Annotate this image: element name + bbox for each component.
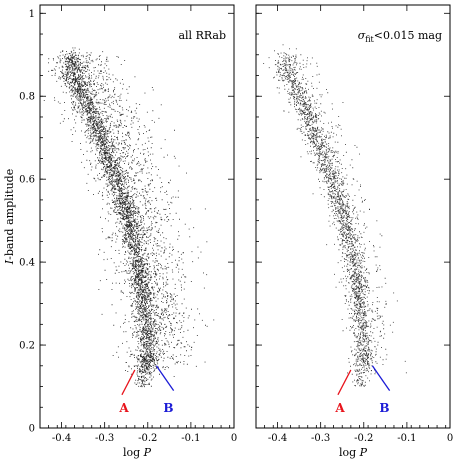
annotation-line-a: [337, 369, 352, 396]
panel-title-sigma-fit: σfit<0.015 mag: [358, 29, 442, 44]
x-tick-label: 0: [231, 433, 237, 444]
x-tick-label: 0: [447, 433, 453, 444]
x-tick-label: -0.4: [52, 433, 71, 444]
x-ticks-left: -0.4 -0.3 -0.2 -0.1 0: [39, 5, 237, 444]
y-tick-label: 0.4: [19, 258, 35, 269]
y-title-rest: -band amplitude: [3, 169, 16, 260]
annotation-line-a: [121, 369, 136, 396]
plot-frame-right: [255, 4, 451, 429]
x-axis-title-left: log P: [123, 446, 152, 459]
scatter-points-sigma-fit: [263, 44, 407, 387]
y-tick-label: 0.8: [19, 92, 35, 103]
scatter-points-all-rrab: [43, 47, 215, 388]
annotation-line-b: [155, 365, 175, 392]
x-ticks-right: -0.4 -0.3 -0.2 -0.1 0: [255, 5, 453, 444]
scatter-point-cloud: [263, 44, 407, 387]
y-tick-label: 0.6: [19, 175, 35, 186]
plot-frame-left: [39, 4, 235, 429]
x-tick-label: -0.1: [397, 433, 416, 444]
panel-title-all-rrab: all RRab: [178, 29, 226, 42]
y-ticks-left: 0 0.2 0.4 0.6 0.8 1: [19, 9, 234, 435]
x-title-p: P: [359, 446, 368, 459]
x-tick-label: -0.2: [138, 433, 157, 444]
x-title-log: log: [339, 446, 360, 459]
scatter-point-cloud: [43, 47, 215, 388]
x-tick-label: -0.3: [95, 433, 114, 444]
x-title-p: P: [143, 446, 152, 459]
y-tick-label: 0: [29, 424, 35, 435]
annotation-label-b: B: [379, 401, 389, 415]
x-tick-label: -0.2: [354, 433, 373, 444]
y-tick-label: 1: [29, 9, 35, 20]
x-tick-label: -0.3: [311, 433, 330, 444]
x-tick-label: -0.4: [268, 433, 287, 444]
y-ticks-right: [256, 12, 450, 429]
title-subscript: fit: [365, 35, 374, 44]
y-title-band-letter: I: [3, 259, 16, 265]
annotation-line-b: [371, 365, 391, 392]
title-rest: <0.015 mag: [374, 29, 442, 42]
title-sigma: σ: [358, 29, 366, 42]
x-axis-title-right: log P: [339, 446, 368, 459]
y-tick-label: 0.2: [19, 341, 35, 352]
x-title-log: log: [123, 446, 144, 459]
y-axis-title: I-band amplitude: [3, 169, 16, 265]
annotation-label-a: A: [334, 401, 345, 415]
x-tick-label: -0.1: [181, 433, 200, 444]
annotation-label-a: A: [118, 401, 129, 415]
annotation-label-b: B: [163, 401, 173, 415]
